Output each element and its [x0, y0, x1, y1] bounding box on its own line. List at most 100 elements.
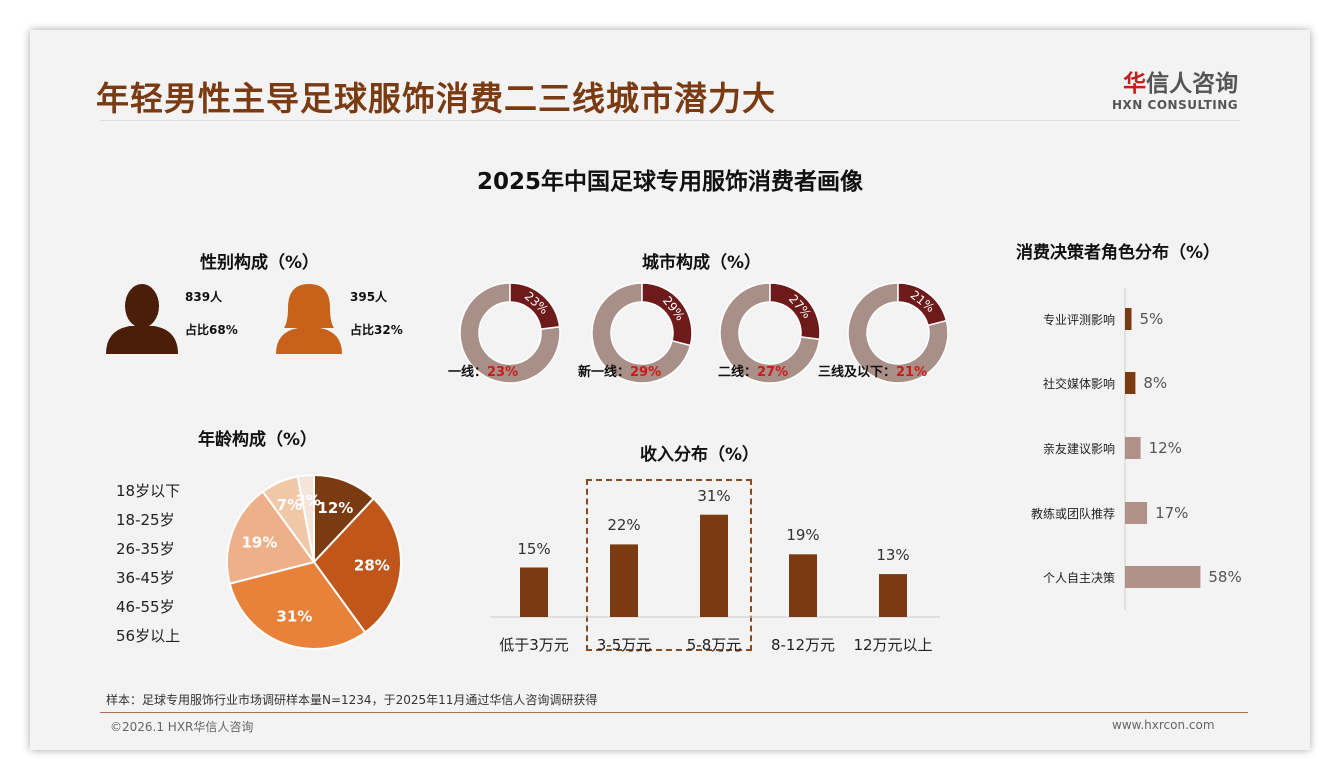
- income-chart: [490, 514, 940, 618]
- decision-bar: [1125, 502, 1148, 524]
- decision-category-label: 个人自主决策: [1042, 571, 1115, 585]
- divider: [100, 120, 1240, 121]
- pie-slice: [312, 497, 402, 634]
- pie-slice: [226, 490, 316, 585]
- male-count: 839人: [185, 290, 223, 304]
- income-category-label: 3-5万元: [596, 636, 652, 654]
- city-title: 城市构成（%）: [642, 253, 762, 273]
- decision-bar: [1125, 437, 1141, 459]
- logo-en: HXN CONSULTING: [1112, 98, 1239, 112]
- legend-item: 56岁以上: [116, 621, 180, 650]
- city-name: 新一线：: [578, 365, 631, 380]
- legend-label: 56岁以上: [116, 627, 181, 645]
- decision-title: 消费决策者角色分布（%）: [1016, 243, 1221, 263]
- city-donuts: 23% 29% 27% 21%: [459, 282, 949, 384]
- decision-category-label: 教练或团队推荐: [1030, 507, 1115, 521]
- legend-label: 36-45岁: [116, 569, 175, 587]
- pie-label: 19%: [241, 533, 277, 551]
- decision-value-label: 5%: [1139, 310, 1164, 328]
- legend-label: 18岁以下: [116, 482, 181, 500]
- legend-label: 18-25岁: [116, 511, 175, 529]
- pie-label: 3%: [295, 491, 320, 509]
- city-value: 21%: [896, 365, 928, 380]
- income-title: 收入分布（%）: [640, 445, 760, 465]
- legend-item: 18岁以下: [116, 476, 180, 505]
- income-bar: [700, 514, 728, 617]
- income-value-label: 19%: [786, 526, 820, 545]
- female-count: 395人: [350, 290, 388, 304]
- donut-rest: [719, 282, 821, 384]
- city-label: 新一线：29%: [578, 361, 661, 380]
- legend-item: 46-55岁: [116, 592, 180, 621]
- male-icon: [106, 284, 178, 354]
- decision-value-label: 12%: [1148, 439, 1182, 457]
- decision-bar: [1125, 308, 1132, 330]
- income-category-label: 12万元以上: [853, 636, 933, 654]
- highlight-box: [586, 479, 752, 651]
- legend-item: 18-25岁: [116, 505, 180, 534]
- age-title: 年龄构成（%）: [198, 430, 318, 450]
- pie-label: 28%: [354, 557, 390, 575]
- donut-segment: [641, 282, 693, 347]
- page-title: 年轻男性主导足球服饰消费二三线城市潜力大: [96, 79, 776, 118]
- income-value-label: 22%: [607, 516, 641, 535]
- decision-category-label: 专业评测影响: [1042, 313, 1115, 327]
- city-label: 二线：27%: [718, 361, 788, 380]
- donut-segment: [509, 282, 561, 330]
- city-name: 二线：: [718, 365, 758, 380]
- donut-segment: [897, 282, 948, 327]
- footer-copyright: ©2026.1 HXR华信人咨询: [110, 720, 254, 734]
- income-bar: [520, 567, 548, 617]
- logo-text: 信人咨询: [1146, 71, 1239, 97]
- income-category-label: 低于3万元: [499, 636, 569, 654]
- donut-segment: [769, 282, 821, 341]
- city-name: 三线及以下：: [818, 365, 897, 380]
- legend-item: 36-45岁: [116, 563, 180, 592]
- decision-category-label: 社交媒体影响: [1042, 377, 1115, 391]
- income-value-label: 15%: [517, 539, 551, 558]
- legend-item: 26-35岁: [116, 534, 180, 563]
- pie-label: 31%: [276, 608, 312, 626]
- city-label: 三线及以下：21%: [818, 361, 927, 380]
- pie-label: 12%: [317, 499, 353, 517]
- slide: 年轻男性主导足球服饰消费二三线城市潜力大 华信人咨询 HXN CONSULTIN…: [30, 30, 1310, 750]
- pie-slice: [228, 560, 367, 650]
- decision-category-label: 亲友建议影响: [1042, 442, 1115, 456]
- city-name: 一线：: [448, 365, 488, 380]
- logo: 华信人咨询 HXN CONSULTING: [1112, 64, 1238, 112]
- footer-divider: [100, 712, 1248, 713]
- female-icon: [276, 284, 342, 354]
- age-pie: 12% 28% 31% 19% 7%3%: [226, 473, 402, 650]
- city-value: 27%: [757, 365, 789, 380]
- income-bar: [789, 554, 817, 617]
- income-value-label: 31%: [697, 486, 731, 505]
- pie-label: 7%: [277, 496, 302, 514]
- income-value-label: 13%: [876, 546, 910, 565]
- city-value: 23%: [487, 365, 519, 380]
- gender-title: 性别构成（%）: [200, 253, 320, 273]
- legend-label: 26-35岁: [116, 540, 175, 558]
- decision-value-label: 8%: [1143, 374, 1168, 392]
- donut-rest: [459, 282, 561, 384]
- legend-label: 46-55岁: [116, 598, 175, 616]
- pie-slice: [296, 473, 315, 563]
- donut-rest: [591, 282, 692, 384]
- female-share: 占比32%: [350, 323, 403, 337]
- age-legend: 18岁以下 18-25岁 26-35岁 36-45岁 46-55岁 56岁以上: [116, 476, 180, 650]
- main-title: 2025年中国足球专用服饰消费者画像: [476, 169, 863, 195]
- decision-value-label: 58%: [1208, 568, 1242, 586]
- income-bar: [879, 574, 907, 617]
- decision-value-label: 17%: [1155, 504, 1189, 522]
- logo-mark: 华: [1123, 71, 1147, 97]
- decision-chart: [1124, 288, 1201, 610]
- decision-bar: [1125, 372, 1136, 394]
- decision-bar: [1125, 566, 1201, 588]
- city-label: 一线：23%: [448, 361, 518, 380]
- income-category-label: 5-8万元: [686, 636, 742, 654]
- sample-note: 样本：足球专用服饰行业市场调研样本量N=1234，于2025年11月通过华信人咨…: [106, 693, 598, 707]
- income-bar: [610, 544, 638, 617]
- donut-rest: [847, 282, 949, 384]
- footer-url[interactable]: www.hxrcon.com: [1112, 718, 1215, 732]
- pie-slice: [313, 473, 375, 565]
- male-share: 占比68%: [185, 323, 238, 337]
